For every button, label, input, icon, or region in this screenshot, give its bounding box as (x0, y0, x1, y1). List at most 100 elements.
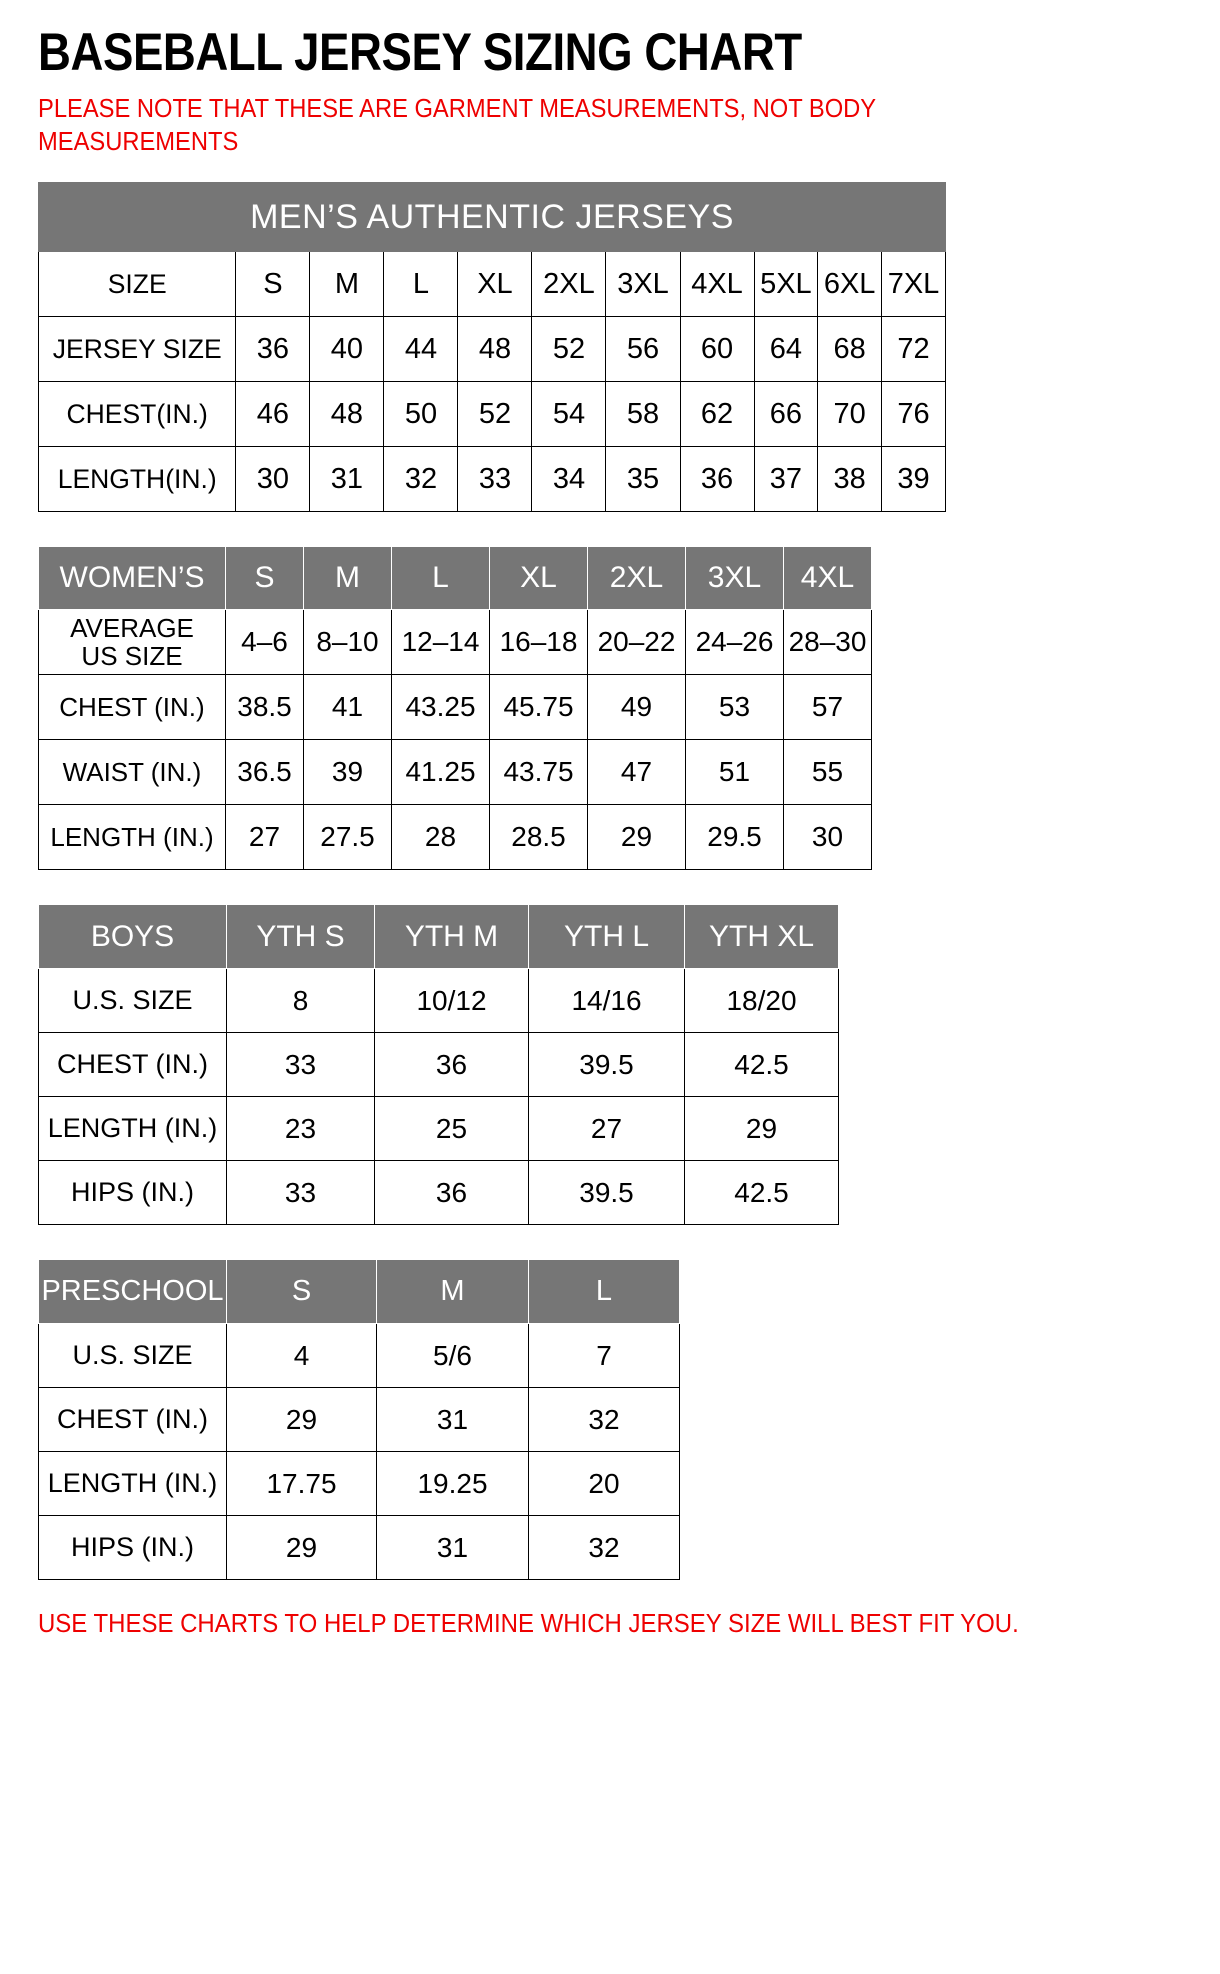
table-cell: 36.5 (225, 739, 304, 806)
table-cell: 30 (235, 446, 311, 513)
preschool-col-s: S (226, 1259, 377, 1325)
table-cell: 39.5 (528, 1160, 685, 1226)
page-title: BASEBALL JERSEY SIZING CHART (38, 23, 802, 82)
table-cell: 52 (531, 316, 607, 383)
womens-col-m: M (303, 546, 392, 611)
table-cell: 57 (783, 674, 872, 741)
table-row: WAIST (IN.) 36.5 39 41.25 43.75 47 51 55 (38, 739, 872, 806)
table-cell: 17.75 (226, 1451, 377, 1517)
mens-col-4xl: 4XL (679, 251, 755, 318)
boys-col-yth-s: YTH S (226, 904, 375, 970)
table-header-row: PRESCHOOL S M L (38, 1259, 680, 1325)
mens-col-m: M (309, 251, 385, 318)
table-cell: 31 (309, 446, 385, 513)
preschool-sizing-table: PRESCHOOL S M L U.S. SIZE 4 5/6 7 CHEST … (38, 1259, 680, 1581)
mens-col-3xl: 3XL (605, 251, 681, 318)
boys-col-yth-l: YTH L (528, 904, 685, 970)
table-cell: 18/20 (684, 968, 839, 1034)
table-cell: 42.5 (684, 1160, 839, 1226)
preschool-row-label-hips: HIPS (IN.) (38, 1515, 227, 1581)
table-cell: 5/6 (376, 1323, 529, 1389)
table-cell: 36 (374, 1032, 529, 1098)
table-cell: 12–14 (391, 609, 490, 676)
table-cell: 29.5 (685, 804, 784, 871)
table-row: U.S. SIZE 8 10/12 14/16 18/20 (38, 968, 839, 1034)
preschool-row-label-length: LENGTH (IN.) (38, 1451, 227, 1517)
womens-col-xl: XL (489, 546, 588, 611)
table-cell: 66 (753, 381, 819, 448)
table-cell: 53 (685, 674, 784, 741)
table-cell: 38.5 (225, 674, 304, 741)
womens-col-3xl: 3XL (685, 546, 784, 611)
table-cell: 29 (587, 804, 686, 871)
table-cell: 28–30 (783, 609, 872, 676)
table-cell: 32 (528, 1387, 680, 1453)
table-cell: 16–18 (489, 609, 588, 676)
preschool-row-label-us-size: U.S. SIZE (38, 1323, 227, 1389)
table-cell: 39 (303, 739, 392, 806)
garment-measurement-note: PLEASE NOTE THAT THESE ARE GARMENT MEASU… (38, 95, 876, 156)
preschool-col-title: PRESCHOOL (38, 1259, 227, 1325)
table-cell: 45.75 (489, 674, 588, 741)
table-cell: 46 (235, 381, 311, 448)
table-cell: 76 (880, 381, 947, 448)
preschool-row-label-chest: CHEST (IN.) (38, 1387, 227, 1453)
table-cell: 10/12 (374, 968, 529, 1034)
boys-sizing-table: BOYS YTH S YTH M YTH L YTH XL U.S. SIZE … (38, 904, 839, 1226)
table-header-row: BOYS YTH S YTH M YTH L YTH XL (38, 904, 839, 970)
table-cell: 27 (225, 804, 304, 871)
table-row: U.S. SIZE 4 5/6 7 (38, 1323, 680, 1389)
table-cell: 33 (457, 446, 533, 513)
table-cell: 27.5 (303, 804, 392, 871)
table-cell: 28 (391, 804, 490, 871)
table-cell: 64 (753, 316, 819, 383)
boys-row-label-us-size: U.S. SIZE (38, 968, 227, 1034)
table-cell: 42.5 (684, 1032, 839, 1098)
table-cell: 36 (235, 316, 311, 383)
table-cell: 31 (376, 1387, 529, 1453)
table-row: HIPS (IN.) 33 36 39.5 42.5 (38, 1160, 839, 1226)
table-cell: 29 (684, 1096, 839, 1162)
womens-col-s: S (225, 546, 304, 611)
table-cell: 49 (587, 674, 686, 741)
mens-col-s: S (235, 251, 311, 318)
table-cell: 34 (531, 446, 607, 513)
table-cell: 33 (226, 1032, 375, 1098)
womens-row-label-average-us-size: AVERAGE US SIZE (38, 609, 226, 676)
mens-col-2xl: 2XL (531, 251, 607, 318)
table-cell: 29 (226, 1387, 377, 1453)
womens-col-l: L (391, 546, 490, 611)
table-cell: 32 (383, 446, 459, 513)
table-header-row: WOMEN’S S M L XL 2XL 3XL 4XL (38, 546, 872, 611)
table-cell: 55 (783, 739, 872, 806)
womens-col-4xl: 4XL (783, 546, 872, 611)
boys-col-title: BOYS (38, 904, 227, 970)
table-cell: 14/16 (528, 968, 685, 1034)
table-cell: 33 (226, 1160, 375, 1226)
table-cell: 44 (383, 316, 459, 383)
label-line-2: US SIZE (81, 641, 183, 672)
table-cell: 39 (880, 446, 947, 513)
table-cell: 25 (374, 1096, 529, 1162)
table-cell: 48 (309, 381, 385, 448)
table-cell: 54 (531, 381, 607, 448)
table-row: LENGTH (IN.) 27 27.5 28 28.5 29 29.5 30 (38, 804, 872, 871)
table-cell: 20–22 (587, 609, 686, 676)
table-row: CHEST (IN.) 38.5 41 43.25 45.75 49 53 57 (38, 674, 872, 741)
boys-row-label-length: LENGTH (IN.) (38, 1096, 227, 1162)
table-cell: 28.5 (489, 804, 588, 871)
table-cell: 62 (679, 381, 755, 448)
table-cell: 8 (226, 968, 375, 1034)
table-cell: 23 (226, 1096, 375, 1162)
table-cell: 58 (605, 381, 681, 448)
footer-note: USE THESE CHARTS TO HELP DETERMINE WHICH… (38, 1610, 1019, 1639)
womens-sizing-table: WOMEN’S S M L XL 2XL 3XL 4XL AVERAGE US S… (38, 546, 872, 871)
table-cell: 50 (383, 381, 459, 448)
table-row: LENGTH (IN.) 23 25 27 29 (38, 1096, 839, 1162)
mens-col-7xl: 7XL (880, 251, 947, 318)
table-row: LENGTH(IN.) 30 31 32 33 34 35 36 37 38 3… (37, 446, 947, 513)
table-banner-row: MEN’S AUTHENTIC JERSEYS (38, 182, 946, 253)
boys-row-label-chest: CHEST (IN.) (38, 1032, 227, 1098)
mens-col-6xl: 6XL (817, 251, 882, 318)
mens-banner: MEN’S AUTHENTIC JERSEYS (38, 182, 946, 253)
